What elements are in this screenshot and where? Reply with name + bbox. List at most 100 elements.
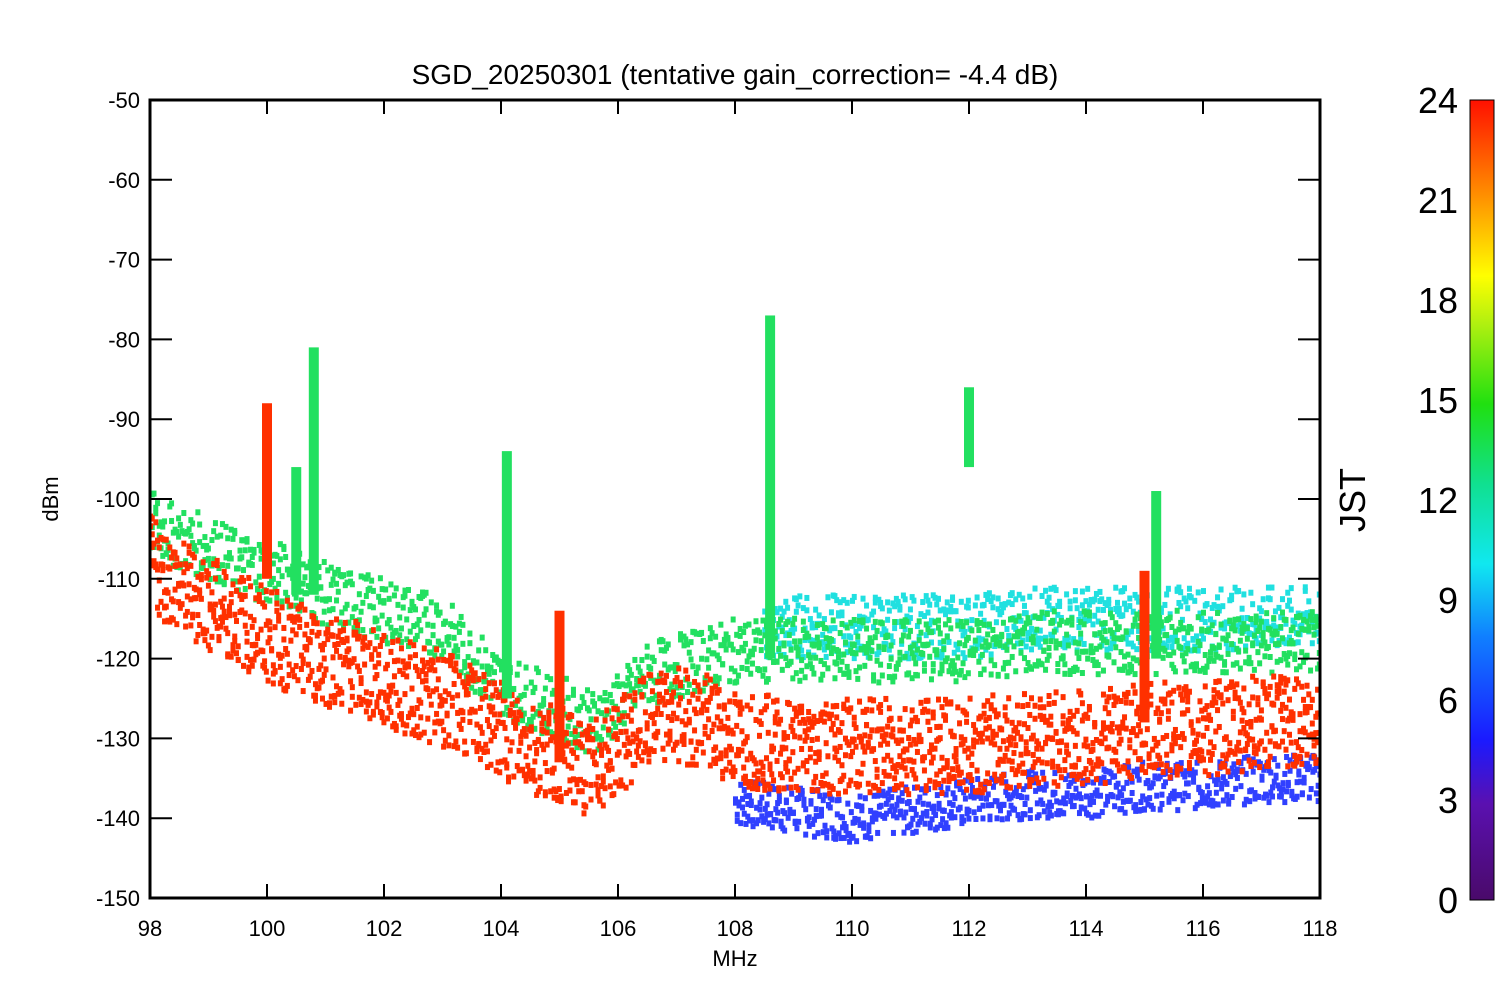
data-point <box>1067 598 1073 605</box>
data-point <box>1255 695 1261 702</box>
data-point <box>702 680 708 687</box>
data-point <box>1079 717 1085 724</box>
data-point <box>495 718 501 725</box>
data-point <box>197 621 203 628</box>
data-point <box>662 661 668 668</box>
data-point <box>204 568 210 575</box>
data-point <box>871 608 877 615</box>
data-point <box>778 605 784 612</box>
data-point <box>1222 762 1228 769</box>
y-tick-label: -50 <box>108 88 140 113</box>
data-point <box>771 777 777 784</box>
data-point <box>627 667 633 674</box>
data-point <box>604 697 610 704</box>
data-point <box>872 594 878 601</box>
data-point <box>590 753 596 760</box>
data-point <box>886 646 892 653</box>
data-point <box>421 611 427 618</box>
data-point <box>497 692 503 699</box>
data-point <box>1236 616 1242 623</box>
data-point <box>788 784 794 791</box>
data-point <box>885 796 891 803</box>
data-point <box>1313 759 1319 766</box>
data-point <box>544 673 550 680</box>
data-point <box>595 792 601 799</box>
data-point <box>1124 779 1130 786</box>
data-point <box>1297 612 1303 619</box>
data-point <box>769 824 775 831</box>
data-point <box>418 699 424 706</box>
data-point <box>1032 715 1038 722</box>
data-point <box>713 683 719 690</box>
data-point <box>511 710 517 717</box>
data-point <box>925 697 931 704</box>
data-point <box>1262 746 1268 753</box>
data-point <box>751 645 757 652</box>
data-point <box>1258 608 1264 615</box>
data-point <box>421 645 427 652</box>
data-point <box>1192 805 1198 812</box>
data-point <box>404 673 410 680</box>
data-point <box>1083 598 1089 605</box>
data-point <box>957 671 963 678</box>
data-point <box>776 787 782 794</box>
data-point <box>449 622 455 629</box>
data-point <box>298 588 304 595</box>
data-point <box>232 638 238 645</box>
data-point <box>988 598 994 605</box>
data-point <box>1002 601 1008 608</box>
data-point <box>836 796 842 803</box>
data-point <box>1020 595 1026 602</box>
data-point <box>1193 748 1199 755</box>
data-point <box>1007 784 1013 791</box>
data-point <box>616 749 622 756</box>
data-point <box>974 594 980 601</box>
data-point <box>481 749 487 756</box>
data-point <box>644 720 650 727</box>
data-point <box>1268 769 1274 776</box>
data-point <box>214 533 220 540</box>
data-point <box>362 642 368 649</box>
data-point <box>1029 777 1035 784</box>
data-point <box>1100 720 1106 727</box>
data-point <box>1041 614 1047 621</box>
data-point <box>1311 624 1317 631</box>
data-point <box>923 621 929 628</box>
data-point <box>1295 744 1301 751</box>
data-point <box>900 592 906 599</box>
data-point <box>365 572 371 579</box>
data-point <box>1000 619 1006 626</box>
data-point <box>892 603 898 610</box>
data-point <box>1094 787 1100 794</box>
data-point <box>962 628 968 635</box>
data-point <box>1137 756 1143 763</box>
data-point <box>762 632 768 639</box>
data-point <box>711 650 717 657</box>
data-point <box>881 756 887 763</box>
y-axis: -50-60-70-80-90-100-110-120-130-140-150 <box>96 88 1320 911</box>
data-point <box>1136 622 1142 629</box>
data-point <box>1044 656 1050 663</box>
data-point <box>409 730 415 737</box>
data-point <box>558 798 564 805</box>
data-point <box>836 830 842 837</box>
data-point <box>1062 776 1068 783</box>
data-point <box>1280 780 1286 787</box>
data-point <box>926 801 932 808</box>
data-point <box>948 809 954 816</box>
data-point <box>1236 759 1242 766</box>
data-point <box>233 650 239 657</box>
data-point <box>276 612 282 619</box>
data-point <box>1130 643 1136 650</box>
data-point <box>1253 716 1259 723</box>
data-point <box>1067 667 1073 674</box>
data-point <box>692 678 698 685</box>
data-point <box>744 734 750 741</box>
data-point <box>813 750 819 757</box>
data-point <box>435 656 441 663</box>
data-point <box>430 688 436 695</box>
data-point <box>1299 622 1305 629</box>
data-point <box>618 777 624 784</box>
data-point <box>449 602 455 609</box>
data-point <box>913 651 919 658</box>
